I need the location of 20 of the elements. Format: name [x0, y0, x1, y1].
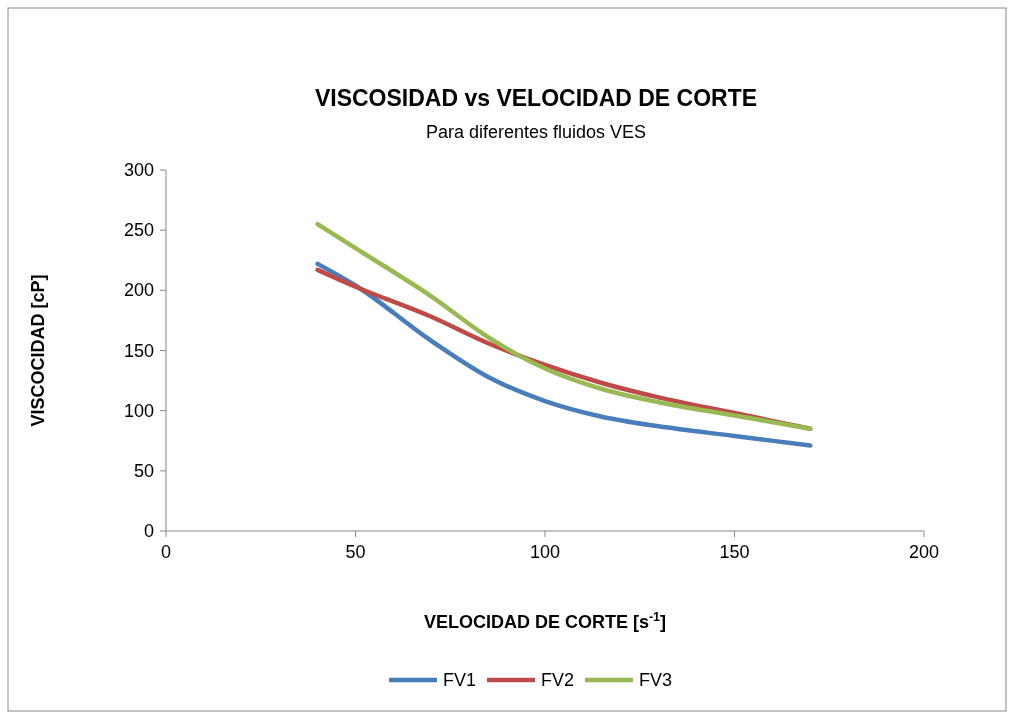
legend-label: FV1: [443, 670, 477, 690]
y-tick-label: 200: [123, 280, 154, 301]
y-tick-label: 0: [143, 521, 154, 541]
x-tick-label: 200: [908, 542, 940, 562]
x-tick-label: 50: [345, 542, 366, 562]
x-tick-label: 100: [529, 542, 561, 562]
y-tick-label: 50: [133, 460, 154, 481]
chart-title: VISCOSIDAD vs VELOCIDAD DE CORTE: [314, 85, 758, 111]
y-tick-label: 300: [123, 160, 154, 180]
line-series: [315, 221, 813, 431]
legend-label: FV2: [541, 670, 575, 690]
chart-subtitle: Para diferentes fluidos VES: [425, 122, 647, 142]
y-tick-label: 150: [123, 340, 154, 361]
x-tick-label: 0: [160, 542, 172, 562]
y-tick-label: 100: [123, 400, 154, 421]
legend-label: FV3: [639, 670, 673, 690]
x-tick-label: 150: [719, 542, 750, 562]
y-axis-title: VISCOCIDAD [cP]: [28, 274, 48, 427]
y-tick-label: 250: [123, 220, 154, 241]
x-axis-title: VELOCIDAD DE CORTE [s$^{-1}$]: [423, 610, 667, 632]
